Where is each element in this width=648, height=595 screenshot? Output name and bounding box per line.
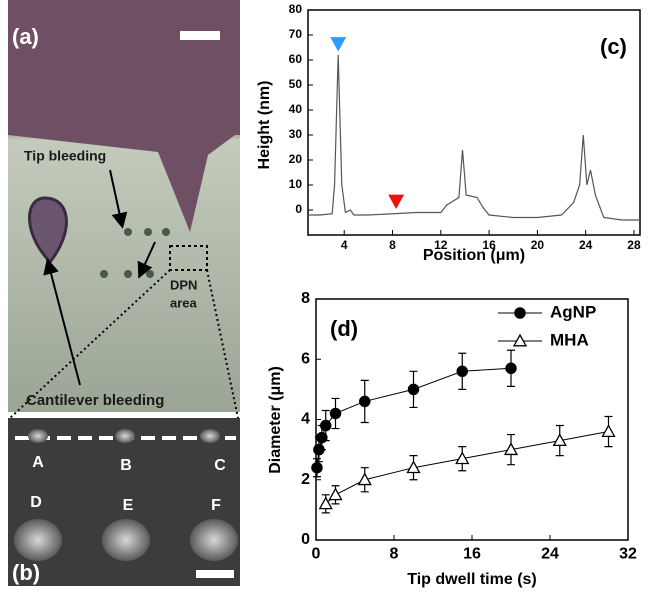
scale-bar: [196, 570, 234, 578]
y-tick-label: 40: [289, 102, 303, 116]
y-tick-label: 80: [289, 2, 303, 16]
point: [311, 461, 323, 474]
point: [406, 460, 421, 474]
y-tick-label: 60: [289, 52, 303, 66]
panel-a: (a) Tip bleeding DPN area Cantilever ble…: [8, 0, 240, 419]
point: [552, 433, 567, 447]
legend-label: MHA: [550, 330, 589, 349]
spot-label: A: [32, 454, 44, 471]
point: [359, 395, 371, 408]
x-tick-label: 16: [482, 238, 496, 252]
x-tick-label: 24: [579, 238, 593, 252]
panel-label: (d): [330, 316, 358, 341]
y-tick-label: 6: [301, 350, 310, 367]
annotation: Cantilever bleeding: [26, 392, 164, 409]
x-axis-label: Position (μm): [423, 247, 525, 264]
legend-marker: [514, 307, 526, 319]
legend-marker: [512, 333, 528, 347]
arrow: [137, 241, 156, 279]
point: [455, 451, 470, 465]
spot-label: C: [214, 457, 226, 474]
spot-label: F: [211, 497, 221, 514]
zoom-line: [206, 269, 239, 419]
spots: [14, 429, 238, 561]
annotation: DPN: [170, 277, 197, 292]
y-tick-label: 30: [289, 127, 303, 141]
y-tick-label: 0: [295, 202, 302, 216]
x-tick-label: 4: [341, 238, 348, 252]
point: [313, 443, 325, 456]
y-tick-label: 0: [301, 531, 310, 548]
x-tick-label: 28: [627, 238, 641, 252]
y-tick-label: 70: [289, 27, 303, 41]
point: [456, 365, 468, 378]
point: [320, 419, 332, 432]
x-tick-label: 8: [389, 238, 396, 252]
annotation: Tip bleeding: [24, 148, 106, 164]
dpn-box: [169, 245, 208, 271]
spot-label: E: [123, 497, 134, 514]
point: [328, 487, 343, 501]
point: [601, 424, 616, 437]
scale-bar: [180, 31, 220, 40]
x-tick-label: 0: [312, 546, 321, 563]
point: [503, 442, 519, 456]
panel-label: (c): [600, 34, 627, 59]
panel-label: (a): [12, 24, 39, 49]
x-tick-label: 24: [541, 546, 559, 563]
spot-label: D: [30, 494, 42, 511]
arrow: [109, 169, 128, 229]
y-tick-label: 50: [289, 77, 303, 91]
y-tick-label: 10: [289, 177, 303, 191]
arrow: [43, 258, 81, 386]
legend-label: AgNP: [550, 302, 596, 321]
x-tick-label: 32: [619, 546, 637, 563]
cantilever: [8, 0, 240, 232]
point: [407, 383, 420, 396]
point: [318, 496, 333, 510]
y-axis-label: Diameter (μm): [267, 366, 284, 474]
x-axis-label: Tip dwell time (s): [407, 571, 537, 588]
point: [329, 407, 342, 420]
point: [316, 431, 328, 444]
zoom-line: [9, 269, 171, 419]
y-tick-label: 8: [301, 290, 310, 307]
x-tick-label: 8: [390, 546, 399, 563]
spot-label: B: [120, 457, 132, 474]
profile-line: [308, 54, 640, 221]
position-marker: [330, 37, 347, 52]
y-tick-label: 2: [301, 471, 310, 488]
x-tick-label: 20: [531, 238, 545, 252]
y-axis-label: Height (nm): [256, 81, 273, 170]
series-line: [325, 431, 609, 505]
panel-label: (b): [12, 560, 40, 585]
y-tick-label: 4: [301, 411, 310, 428]
point: [357, 472, 372, 486]
point: [505, 362, 517, 375]
panel-b: A B C D E F (b): [8, 418, 240, 586]
plot-frame: [307, 9, 641, 236]
x-tick-label: 12: [434, 238, 448, 252]
position-marker: [388, 194, 405, 209]
annotation: area: [170, 295, 198, 310]
x-tick-label: 16: [463, 546, 481, 563]
y-tick-label: 20: [289, 152, 303, 166]
